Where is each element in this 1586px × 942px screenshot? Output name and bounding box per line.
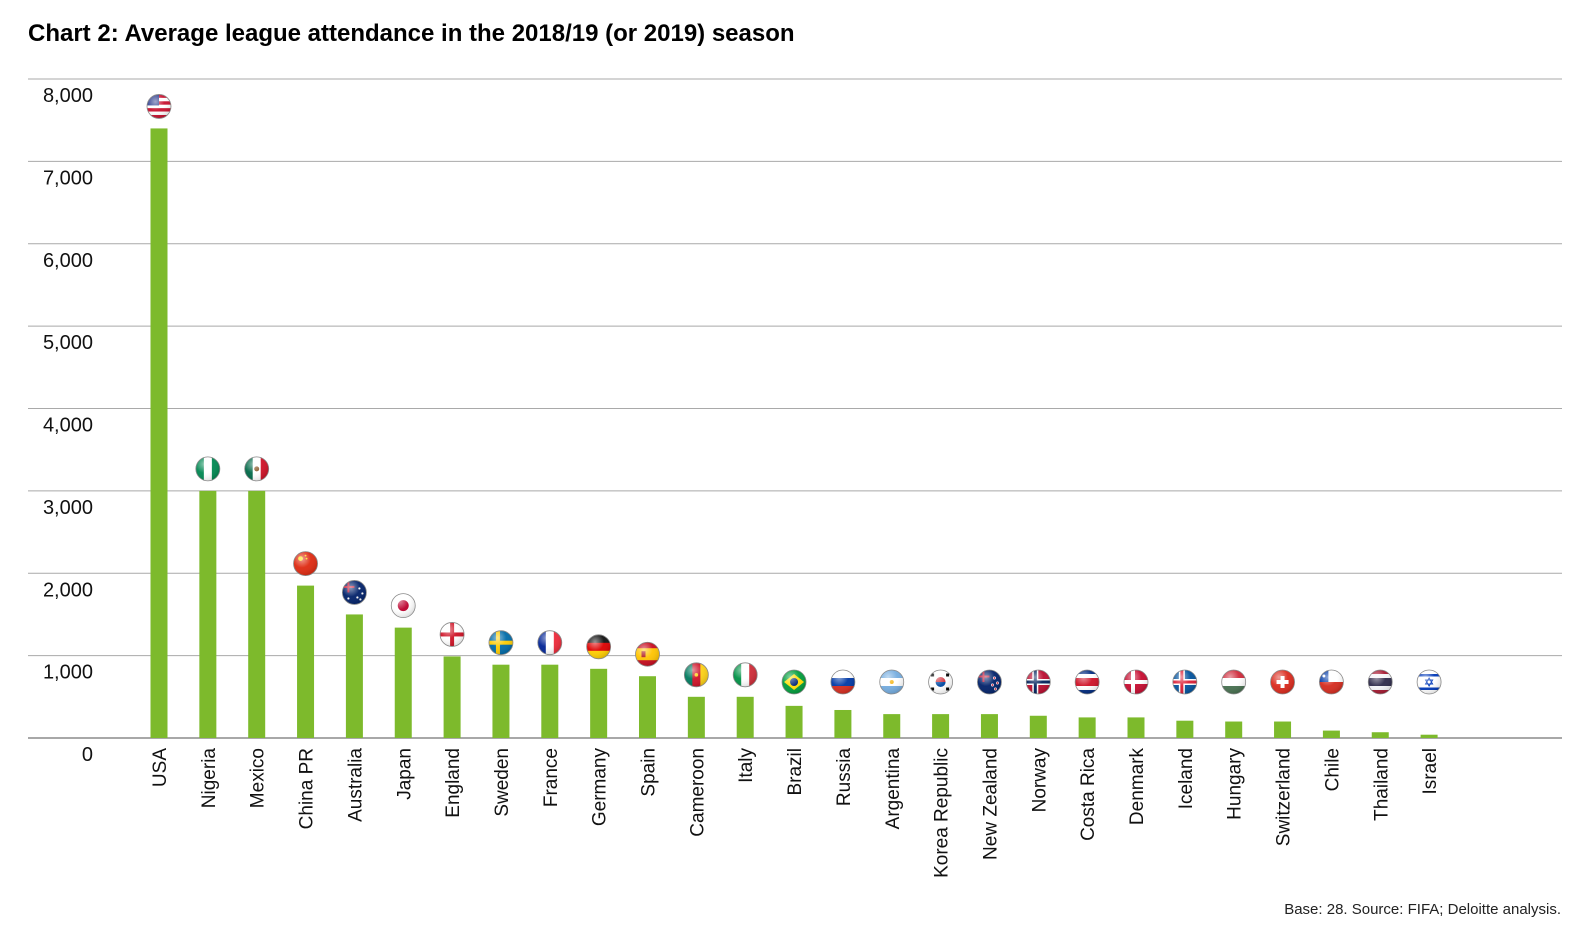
bar-sweden <box>492 664 510 738</box>
x-tick-label: England <box>443 748 464 818</box>
x-tick-label: Russia <box>834 748 855 807</box>
bar-russia <box>834 709 852 738</box>
chile-flag-icon <box>1319 669 1344 695</box>
x-tick-label: Chile <box>1322 748 1343 791</box>
y-tick-label: 5,000 <box>43 332 93 354</box>
australia-flag-icon <box>341 580 367 605</box>
x-tick-label: Iceland <box>1176 748 1197 809</box>
x-tick-label: Norway <box>1029 748 1050 813</box>
china-flag-icon <box>293 551 318 577</box>
bar-norway <box>1029 715 1047 738</box>
bar-hungary <box>1225 721 1243 738</box>
bar-korea-republic <box>932 714 950 738</box>
usa-flag-icon <box>146 94 172 119</box>
x-tick-label: Hungary <box>1225 748 1246 820</box>
x-tick-label: Nigeria <box>199 748 220 809</box>
sweden-flag-icon <box>488 630 514 656</box>
y-tick-label: 2,000 <box>43 579 93 601</box>
bar-china-pr <box>297 585 315 738</box>
bar-brazil <box>785 705 803 738</box>
switzerland-flag-icon <box>1270 669 1295 695</box>
x-tick-label: Brazil <box>785 748 806 796</box>
x-tick-label: Cameroon <box>687 748 708 837</box>
bar-cameroon <box>687 696 705 738</box>
nigeria-flag-icon <box>195 456 221 482</box>
italy-flag-icon <box>732 662 758 688</box>
x-tick-label: Italy <box>736 748 757 783</box>
bars <box>150 128 1438 739</box>
russia-flag-icon <box>830 669 856 695</box>
bar-spain <box>639 676 656 738</box>
x-tick-label: Japan <box>394 748 415 800</box>
bar-switzerland <box>1274 721 1292 738</box>
bar-costa-rica <box>1078 717 1096 738</box>
argentina-flag-icon <box>879 669 905 695</box>
y-axis: 0 1,000 2,000 3,000 4,000 5,000 6,000 7,000 8,00… <box>43 85 93 766</box>
germany-flag-icon <box>586 634 612 660</box>
x-tick-label: Denmark <box>1127 748 1148 826</box>
bar-chile <box>1322 730 1340 738</box>
iceland-flag-icon <box>1172 669 1198 695</box>
x-tick-label: New Zealand <box>980 748 1001 860</box>
costa-rica-flag-icon <box>1074 669 1100 695</box>
x-tick-label: Sweden <box>492 748 513 817</box>
x-tick-label: Israel <box>1420 748 1441 794</box>
bar-japan <box>394 627 412 738</box>
brazil-flag-icon <box>781 669 807 695</box>
bar-denmark <box>1127 717 1145 738</box>
bar-italy <box>736 696 754 738</box>
x-tick-label: China PR <box>297 748 318 829</box>
chart-title: Chart 2: Average league attendance in th… <box>28 20 795 47</box>
cameroon-flag-icon <box>683 662 709 688</box>
hungary-flag-icon <box>1221 669 1247 695</box>
new-zealand-flag-icon <box>977 669 1002 695</box>
korea-flag-icon <box>928 669 953 695</box>
x-tick-label: Spain <box>639 748 660 797</box>
japan-flag-icon <box>390 593 416 619</box>
mexico-flag-icon <box>244 456 270 482</box>
england-flag-icon <box>439 622 465 647</box>
bar-argentina <box>883 714 901 738</box>
y-tick-label: 3,000 <box>43 497 93 519</box>
x-tick-label: Germany <box>590 748 611 827</box>
x-tick-label: France <box>541 748 562 807</box>
bar-england <box>443 656 461 738</box>
y-tick-label: 1,000 <box>43 662 93 684</box>
y-tick-label: 0 <box>82 744 93 766</box>
x-tick-label: Costa Rica <box>1078 748 1099 841</box>
bar-germany <box>590 668 608 738</box>
israel-flag-icon <box>1416 669 1442 695</box>
bar-israel <box>1420 734 1438 738</box>
bar-nigeria <box>199 490 217 738</box>
x-tick-label: Korea Republic <box>932 748 953 878</box>
y-tick-label: 6,000 <box>43 250 93 272</box>
y-tick-label: 8,000 <box>43 85 93 107</box>
bar-france <box>541 664 559 738</box>
bar-thailand <box>1371 732 1389 738</box>
bar-new-zealand <box>980 714 998 738</box>
france-flag-icon <box>537 630 563 656</box>
denmark-flag-icon <box>1123 669 1149 695</box>
bar-usa <box>150 128 168 739</box>
y-tick-label: 4,000 <box>43 415 93 437</box>
y-tick-label: 7,000 <box>43 167 93 189</box>
x-tick-label: Australia <box>345 748 366 822</box>
x-tick-label: USA <box>150 748 171 787</box>
thailand-flag-icon <box>1367 669 1393 695</box>
bar-mexico <box>248 490 266 738</box>
x-axis: USA Nigeria Mexico China PR Australia Japan En… <box>150 748 1441 878</box>
gridlines <box>28 78 1562 739</box>
flags <box>146 94 1442 695</box>
bar-iceland <box>1176 720 1194 738</box>
x-tick-label: Mexico <box>248 748 269 808</box>
norway-flag-icon <box>1025 669 1051 695</box>
x-tick-label: Switzerland <box>1274 748 1295 846</box>
bar-australia <box>345 614 363 738</box>
x-tick-label: Argentina <box>883 748 904 830</box>
x-tick-label: Thailand <box>1371 748 1392 821</box>
spain-flag-icon <box>635 641 660 667</box>
source-note: Base: 28. Source: FIFA; Deloitte analysi… <box>1284 901 1561 918</box>
